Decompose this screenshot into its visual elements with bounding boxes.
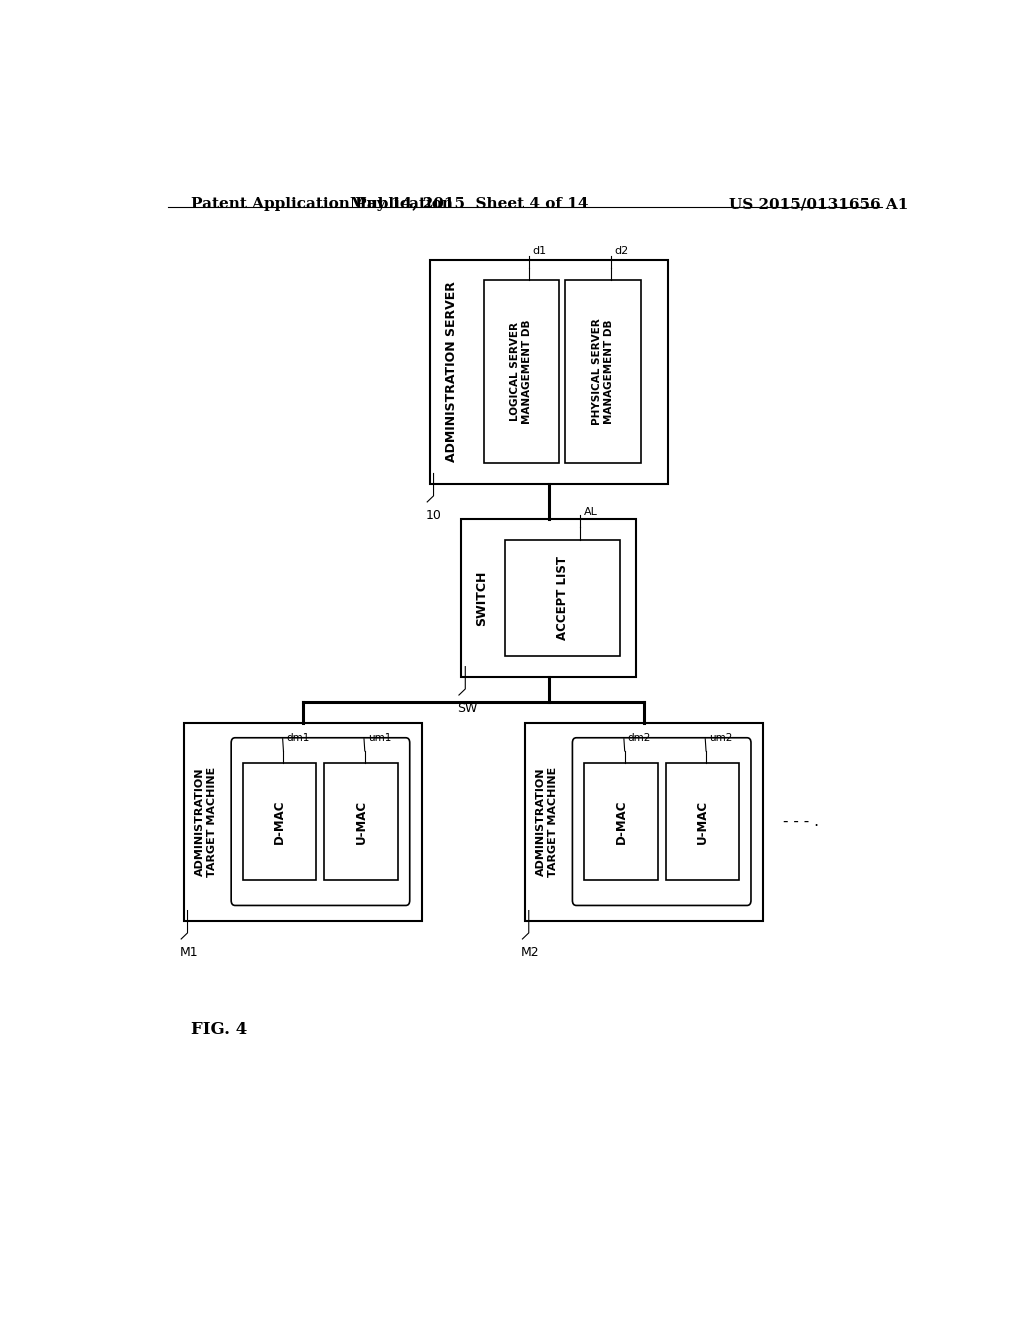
Text: um1: um1 — [368, 733, 391, 743]
Bar — [585, 763, 657, 880]
Text: ADMINISTRATION
TARGET MACHINE: ADMINISTRATION TARGET MACHINE — [195, 767, 216, 876]
Text: d1: d1 — [532, 246, 547, 256]
Text: AL: AL — [584, 507, 598, 517]
Bar — [243, 763, 316, 880]
Text: dm1: dm1 — [287, 733, 310, 743]
Bar — [524, 722, 763, 921]
Text: May 14, 2015  Sheet 4 of 14: May 14, 2015 Sheet 4 of 14 — [350, 197, 589, 211]
Text: - - - .: - - - . — [782, 814, 819, 829]
Text: um2: um2 — [710, 733, 732, 743]
Text: ACCEPT LIST: ACCEPT LIST — [556, 556, 569, 640]
Text: 10: 10 — [426, 510, 441, 521]
Text: M2: M2 — [521, 946, 540, 960]
Text: U-MAC: U-MAC — [354, 800, 368, 843]
Text: LOGICAL SERVER
MANAGEMENT DB: LOGICAL SERVER MANAGEMENT DB — [510, 319, 532, 424]
Bar — [183, 722, 422, 921]
Text: SW: SW — [458, 702, 478, 715]
Bar — [461, 519, 636, 677]
Text: D-MAC: D-MAC — [614, 800, 628, 843]
Bar — [565, 280, 641, 463]
Text: dm2: dm2 — [628, 733, 651, 743]
Text: D-MAC: D-MAC — [273, 800, 287, 843]
Text: d2: d2 — [614, 246, 629, 256]
Bar — [483, 280, 559, 463]
Text: ADMINISTRATION
TARGET MACHINE: ADMINISTRATION TARGET MACHINE — [537, 767, 558, 876]
Bar — [430, 260, 668, 483]
Text: US 2015/0131656 A1: US 2015/0131656 A1 — [729, 197, 908, 211]
Text: U-MAC: U-MAC — [696, 800, 709, 843]
Bar — [505, 540, 621, 656]
Bar — [325, 763, 397, 880]
Text: Patent Application Publication: Patent Application Publication — [191, 197, 454, 211]
Text: PHYSICAL SERVER
MANAGEMENT DB: PHYSICAL SERVER MANAGEMENT DB — [592, 318, 614, 425]
FancyBboxPatch shape — [572, 738, 751, 906]
FancyBboxPatch shape — [231, 738, 410, 906]
Text: FIG. 4: FIG. 4 — [191, 1020, 248, 1038]
Text: ADMINISTRATION SERVER: ADMINISTRATION SERVER — [445, 281, 459, 462]
Text: M1: M1 — [179, 946, 199, 960]
Bar — [666, 763, 739, 880]
Text: SWITCH: SWITCH — [475, 570, 487, 626]
